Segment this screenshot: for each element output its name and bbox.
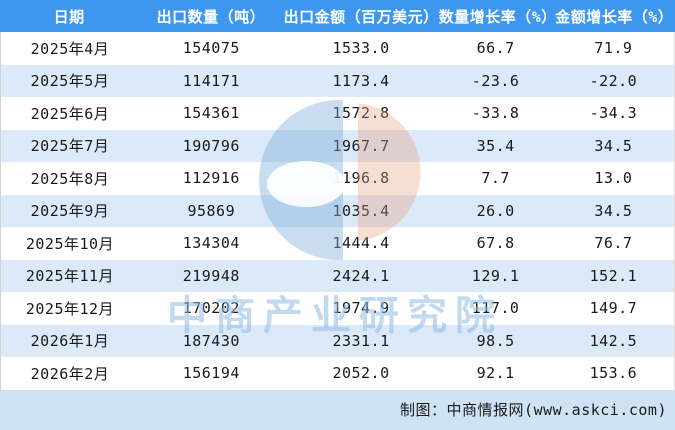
value-cell: 112916 [182,169,240,188]
header-export-quantity: 出口数量（吨） [156,7,266,26]
value-cell: 1444.4 [332,234,390,253]
value-cell: 219948 [182,266,240,285]
value-cell: 190796 [182,136,240,155]
table-body: 2025年4月 154075 1533.0 66.7 71.9 2025年5月 114171… [0,32,675,390]
value-cell: 1572.8 [332,104,390,123]
date-cell: 2025年4月 [30,39,110,58]
table-row: 2026年2月 156194 2052.0 92.1 153.6 [1,357,674,390]
value-cell: 153.6 [589,364,638,383]
table-row: 2025年11月 219948 2424.1 129.1 152.1 [1,259,674,292]
value-cell: 98.5 [476,331,515,350]
credit-text: 制图：中商情报网(www.askci.com) [400,401,667,420]
value-cell: 154361 [182,104,240,123]
value-cell: 7.7 [481,169,510,188]
date-cell: 2025年8月 [30,169,110,188]
value-cell: 114171 [182,71,240,90]
date-cell: 2025年6月 [30,104,110,123]
table-row: 2025年4月 154075 1533.0 66.7 71.9 [1,32,674,65]
table-row: 2025年8月 112916 1196.8 7.7 13.0 [1,162,674,195]
value-cell: 35.4 [476,136,515,155]
table-row: 2025年5月 114171 1173.4 -23.6 -22.0 [1,64,674,97]
table-row: 2026年1月 187430 2331.1 98.5 142.5 [1,324,674,357]
header-export-amount: 出口金额（百万美元） [283,7,439,26]
value-cell: 2331.1 [332,331,390,350]
value-cell: 154075 [182,39,240,58]
value-cell: 149.7 [589,299,638,318]
table-row: 2025年10月 134304 1444.4 67.8 76.7 [1,227,674,260]
table-header-row: 日期 出口数量（吨） 出口金额（百万美元） 数量增长率（%） 金额增长率（%） [0,0,675,32]
value-cell: -22.0 [589,71,638,90]
value-cell: 1974.9 [332,299,390,318]
value-cell: 34.5 [594,201,633,220]
date-cell: 2026年1月 [30,332,110,351]
date-cell: 2025年11月 [25,267,115,286]
value-cell: 92.1 [476,364,515,383]
value-cell: 71.9 [594,39,633,58]
value-cell: 1173.4 [332,71,390,90]
value-cell: -34.3 [589,104,638,123]
value-cell: 134304 [182,234,240,253]
date-cell: 2025年10月 [25,234,115,253]
value-cell: 152.1 [589,266,638,285]
value-cell: 26.0 [476,201,515,220]
value-cell: 95869 [187,201,236,220]
value-cell: 1035.4 [332,201,390,220]
date-cell: 2025年7月 [30,137,110,156]
value-cell: 1967.7 [332,136,390,155]
value-cell: -33.8 [471,104,520,123]
table-row: 2025年9月 95869 1035.4 26.0 34.5 [1,194,674,227]
header-amount-growth: 金额增长率（%） [555,7,674,26]
date-cell: 2025年9月 [30,202,110,221]
value-cell: 76.7 [594,234,633,253]
footer-credit-bar: 制图：中商情报网(www.askci.com) [0,389,675,430]
date-cell: 2025年12月 [25,299,115,318]
value-cell: 2052.0 [332,364,390,383]
value-cell: 1196.8 [332,169,390,188]
value-cell: 34.5 [594,136,633,155]
date-cell: 2025年5月 [30,72,110,91]
value-cell: 1533.0 [332,39,390,58]
date-cell: 2026年2月 [30,364,110,383]
value-cell: -23.6 [471,71,520,90]
value-cell: 187430 [182,331,240,350]
table-row: 2025年12月 170202 1974.9 117.0 149.7 [1,292,674,325]
table-row: 2025年7月 190796 1967.7 35.4 34.5 [1,129,674,162]
value-cell: 13.0 [594,169,633,188]
value-cell: 67.8 [476,234,515,253]
value-cell: 129.1 [471,266,520,285]
value-cell: 170202 [182,299,240,318]
value-cell: 2424.1 [332,266,390,285]
value-cell: 142.5 [589,331,638,350]
table-row: 2025年6月 154361 1572.8 -33.8 -34.3 [1,97,674,130]
header-date: 日期 [53,7,85,26]
header-quantity-growth: 数量增长率（%） [438,7,554,26]
value-cell: 66.7 [476,39,515,58]
value-cell: 117.0 [471,299,520,318]
value-cell: 156194 [182,364,240,383]
